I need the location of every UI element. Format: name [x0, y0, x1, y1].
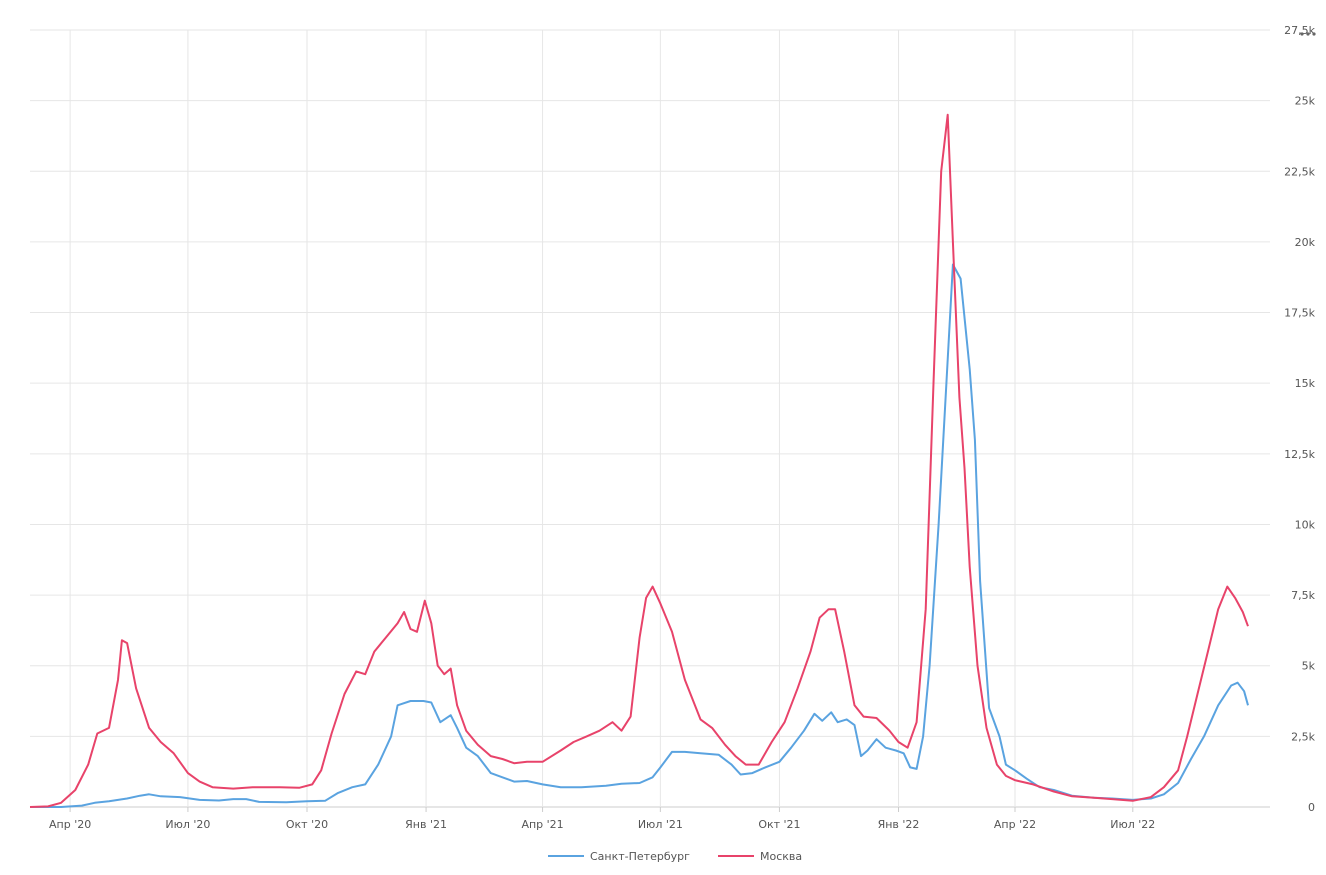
x-tick-label: Янв '21 [405, 818, 447, 831]
y-tick-label: 7,5k [1291, 589, 1315, 602]
legend-label: Санкт-Петербург [590, 850, 690, 863]
series-line-0 [30, 263, 1249, 808]
y-tick-label: 10k [1295, 518, 1316, 531]
y-tick-label: 22,5k [1284, 165, 1315, 178]
y-tick-label: 2,5k [1291, 730, 1315, 743]
x-tick-label: Июл '20 [165, 818, 210, 831]
y-axis-ticks: 0 2,5k 5k 7,5k 10k 12,5k 15k 17,5k 20k 22,5k 25k 27… [1284, 24, 1315, 814]
legend[interactable]: Санкт-Петербург Москва [548, 850, 802, 863]
series-lines [29, 113, 1249, 808]
x-tick-label: Апр '22 [994, 818, 1036, 831]
x-tick-label: Июл '22 [1110, 818, 1155, 831]
x-tick-label: Апр '21 [521, 818, 563, 831]
x-tick-label: Окт '20 [286, 818, 328, 831]
legend-item[interactable]: Санкт-Петербург [548, 850, 690, 863]
x-tick-label: Окт '21 [758, 818, 800, 831]
x-tick-label: Апр '20 [49, 818, 91, 831]
legend-label: Москва [760, 850, 802, 863]
y-tick-label: 20k [1295, 236, 1316, 249]
y-tick-label: 5k [1302, 660, 1316, 673]
x-tick-label: Янв '22 [878, 818, 920, 831]
y-tick-label: 25k [1295, 95, 1316, 108]
grid [30, 29, 1270, 812]
x-axis-ticks: Апр '20 Июл '20 Окт '20 Янв '21 Апр '21 Июл '… [49, 818, 1155, 831]
legend-item[interactable]: Москва [718, 850, 802, 863]
y-tick-label: 0 [1308, 801, 1315, 814]
y-tick-label: 27,5k [1284, 24, 1315, 37]
y-tick-label: 15k [1295, 377, 1316, 390]
y-tick-label: 12,5k [1284, 448, 1315, 461]
menu-icon[interactable] [1300, 32, 1316, 36]
series-line-1 [29, 113, 1249, 808]
y-tick-label: 17,5k [1284, 307, 1315, 320]
x-tick-label: Июл '21 [638, 818, 683, 831]
